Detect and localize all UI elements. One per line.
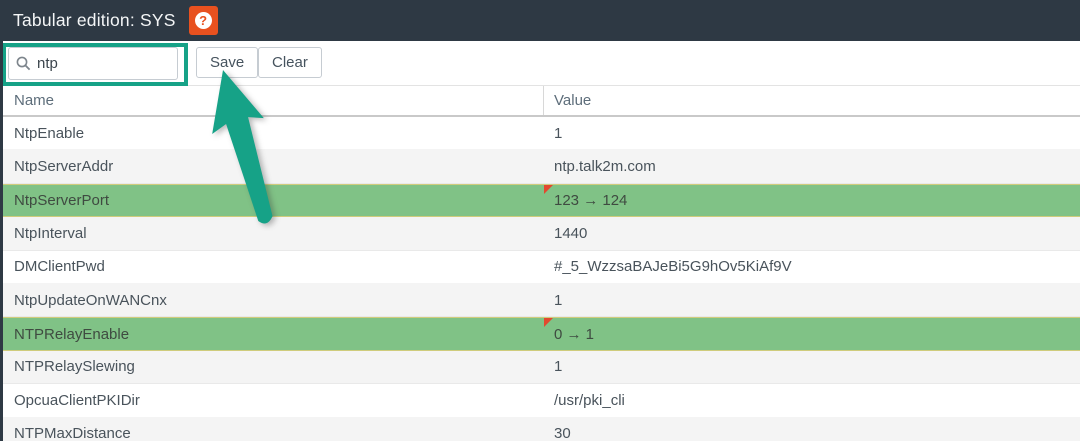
param-value-text: 1 [554,291,563,309]
param-value-text: 1 [554,124,563,142]
param-name-cell: NTPMaxDistance [14,425,131,441]
param-name-cell: NtpServerPort [14,191,110,209]
param-value-cell[interactable]: 1440 [544,217,1080,249]
param-value-cell[interactable]: ntp.talk2m.com [544,150,1080,182]
help-button[interactable]: ? [188,6,218,35]
param-value-text: 30 [554,425,571,441]
param-value-cell[interactable]: #_5_WzzsaBAJeBi5G9hOv5KiAf9V [544,251,1080,283]
param-name-cell: OpcuaClientPKIDir [14,391,140,409]
table-row[interactable]: NTPMaxDistance 30 [0,417,1080,441]
param-value-cell[interactable]: 1 [544,284,1080,316]
page-title: Tabular edition: SYS [13,10,176,30]
param-value-cell[interactable]: 1 [544,351,1080,383]
param-value-cell[interactable]: /usr/pki_cli [544,384,1080,416]
table-row[interactable]: OpcuaClientPKIDir /usr/pki_cli [0,384,1080,418]
table-header-row: Name Value [0,85,1080,117]
question-mark-icon: ? [194,12,212,29]
param-name-cell: DMClientPwd [14,258,105,276]
param-name-cell: NTPRelayEnable [14,325,130,343]
param-name-cell: NtpServerAddr [14,158,114,176]
table-row[interactable]: NTPRelaySlewing 1 [0,350,1080,385]
changed-marker-icon [544,318,553,328]
table-row[interactable]: NtpServerAddr ntp.talk2m.com [0,150,1080,184]
left-edge-strip [0,0,3,441]
table-body: NtpEnable 1 NtpServerAddr ntp.talk2m.com… [0,117,1080,441]
param-name-cell: NtpEnable [14,124,85,142]
search-field-wrap [8,47,178,80]
param-name-cell: NtpUpdateOnWANCnx [14,291,167,309]
save-button[interactable]: Save [196,47,259,78]
clear-button[interactable]: Clear [258,47,322,78]
table-row[interactable]: DMClientPwd #_5_WzzsaBAJeBi5G9hOv5KiAf9V [0,250,1080,284]
param-value-text: 123 → 124 [554,191,628,209]
table-row[interactable]: NtpServerPort 123 → 124 [0,183,1080,218]
table-row[interactable]: NtpUpdateOnWANCnx 1 [0,283,1080,318]
table-row[interactable]: NtpEnable 1 [0,117,1080,151]
search-input[interactable] [8,47,178,80]
param-value-text: 0 → 1 [554,325,595,343]
param-value-cell[interactable]: 30 [544,418,1080,441]
param-value-text: ntp.talk2m.com [554,158,656,176]
param-value-text: #_5_WzzsaBAJeBi5G9hOv5KiAf9V [554,258,792,276]
changed-marker-icon [544,184,553,194]
param-value-cell[interactable]: 123 → 124 [544,184,1080,216]
title-bar: Tabular edition: SYS ? [0,0,1080,41]
parameters-table: Name Value NtpEnable 1 NtpServerAddr ntp… [0,85,1080,441]
param-value-cell[interactable]: 0 → 1 [544,318,1080,349]
param-name-cell: NtpInterval [14,224,87,242]
table-row[interactable]: NTPRelayEnable 0 → 1 [0,317,1080,351]
param-value-text: 1 [554,358,563,376]
column-header-name: Name [0,86,544,115]
table-row[interactable]: NtpInterval 1440 [0,217,1080,251]
toolbar: Save Clear [0,41,1080,86]
column-header-value: Value [554,92,592,109]
param-value-text: 1440 [554,224,588,242]
param-value-text: /usr/pki_cli [554,391,625,409]
param-value-cell[interactable]: 1 [544,117,1080,149]
param-name-cell: NTPRelaySlewing [14,358,135,376]
